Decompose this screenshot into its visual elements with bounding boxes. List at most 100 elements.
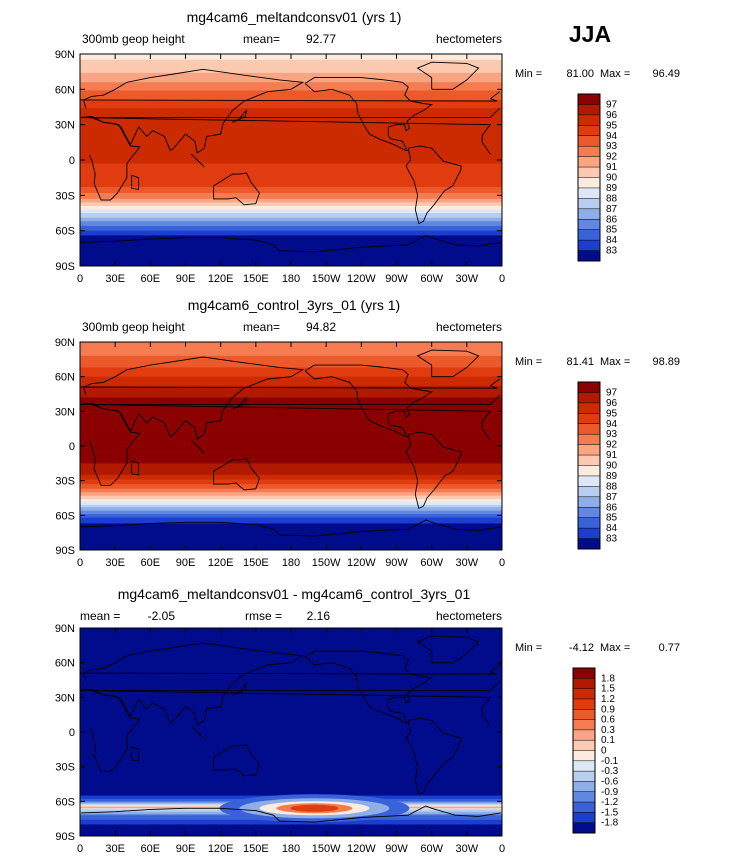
- colorbar-label: 87: [606, 204, 618, 215]
- field-band: [80, 777, 502, 779]
- max-value: 98.89: [652, 356, 680, 368]
- y-tick-label: 60S: [55, 510, 75, 522]
- field-band: [80, 258, 502, 261]
- field-band: [80, 97, 502, 100]
- field-band: [80, 735, 502, 738]
- field-band: [80, 641, 502, 644]
- field-band: [80, 167, 502, 169]
- field-band: [80, 531, 502, 534]
- field-band: [80, 64, 502, 67]
- max-value: 96.49: [652, 68, 680, 80]
- field-band: [80, 669, 502, 672]
- field-band: [80, 440, 502, 442]
- field-band: [80, 825, 502, 828]
- field-band: [80, 470, 502, 473]
- panel-1: mg4cam6_meltandconsv01 (yrs 1)300mb geop…: [55, 9, 680, 285]
- field-band: [80, 114, 502, 116]
- field-band: [80, 366, 502, 369]
- field-band: [80, 448, 502, 451]
- field-band: [80, 741, 502, 743]
- field-band: [80, 244, 502, 247]
- field-band: [80, 197, 502, 200]
- field-band: [80, 396, 502, 399]
- field-band: [80, 789, 502, 792]
- field-band: [80, 184, 502, 187]
- field-band: [80, 736, 502, 739]
- field-band: [80, 537, 502, 540]
- y-tick-label: 90N: [55, 337, 75, 349]
- field-band: [80, 65, 502, 68]
- field-band: [80, 131, 502, 134]
- field-band: [80, 492, 502, 494]
- field-band: [80, 666, 502, 668]
- field-band: [80, 248, 502, 251]
- field-band: [80, 466, 502, 469]
- y-tick-label: 30N: [55, 120, 75, 132]
- field-band: [80, 827, 502, 830]
- colorbar-label: 83: [606, 246, 618, 257]
- field-band: [80, 150, 502, 153]
- field-band: [80, 503, 502, 506]
- field-band: [80, 680, 502, 682]
- field-band: [80, 461, 502, 463]
- field-band: [80, 233, 502, 235]
- field-band: [80, 716, 502, 719]
- field-band: [80, 509, 502, 512]
- field-band: [80, 695, 502, 697]
- field-band: [80, 729, 502, 732]
- field-band: [80, 511, 502, 514]
- field-band: [80, 378, 502, 381]
- colorbar-label: 97: [606, 387, 618, 398]
- colorbar-swatch: [578, 104, 600, 116]
- field-band: [80, 747, 502, 749]
- field-band: [80, 654, 502, 657]
- field-band: [80, 644, 502, 646]
- field-band: [80, 737, 502, 740]
- coastline: [131, 746, 140, 762]
- field-band: [80, 829, 502, 831]
- field-band: [80, 662, 502, 665]
- field-band: [80, 471, 502, 474]
- field-band: [80, 514, 502, 516]
- colorbar: 1.81.51.20.90.60.30.10-0.1-0.3-0.6-0.9-1…: [572, 667, 619, 834]
- x-tick-label: 60E: [141, 273, 161, 285]
- x-tick-label: 60W: [420, 557, 443, 569]
- y-tick-label: 0: [69, 155, 75, 167]
- field-band: [80, 125, 502, 128]
- field-band: [80, 525, 502, 528]
- coastline: [80, 402, 492, 486]
- x-tick-label: 90W: [385, 843, 408, 855]
- field-band: [80, 703, 502, 705]
- field-band: [80, 693, 502, 696]
- colorbar-swatch: [578, 434, 600, 445]
- field-band: [80, 123, 502, 126]
- coastline: [80, 68, 501, 154]
- field-band: [80, 419, 502, 422]
- field-band: [80, 467, 502, 470]
- field-band: [80, 255, 502, 258]
- field-band: [80, 721, 502, 724]
- field-band: [80, 185, 502, 188]
- colorbar-swatch: [578, 177, 600, 189]
- colorbar-swatch: [578, 486, 600, 498]
- field-band: [80, 207, 502, 209]
- colorbar-swatch: [573, 740, 595, 751]
- field-band: [80, 494, 502, 497]
- colorbar-label: 93: [606, 429, 618, 440]
- field-band: [80, 156, 502, 159]
- colorbar-label: 93: [606, 141, 618, 152]
- field-band: [80, 200, 502, 202]
- field-band: [80, 788, 502, 791]
- panel-title: mg4cam6_meltandconsv01 - mg4cam6_control…: [118, 586, 471, 602]
- field-band: [80, 751, 502, 754]
- rmse-label: rmse =: [245, 609, 282, 623]
- x-tick-label: 30E: [105, 273, 125, 285]
- colorbar-swatch: [578, 146, 600, 157]
- field-band: [80, 647, 502, 650]
- field-band: [80, 380, 502, 382]
- colorbar-swatch: [573, 729, 595, 741]
- field-band: [80, 58, 502, 61]
- field-band: [80, 648, 502, 651]
- units-label: hectometers: [436, 609, 502, 623]
- x-tick-label: 150W: [312, 557, 341, 569]
